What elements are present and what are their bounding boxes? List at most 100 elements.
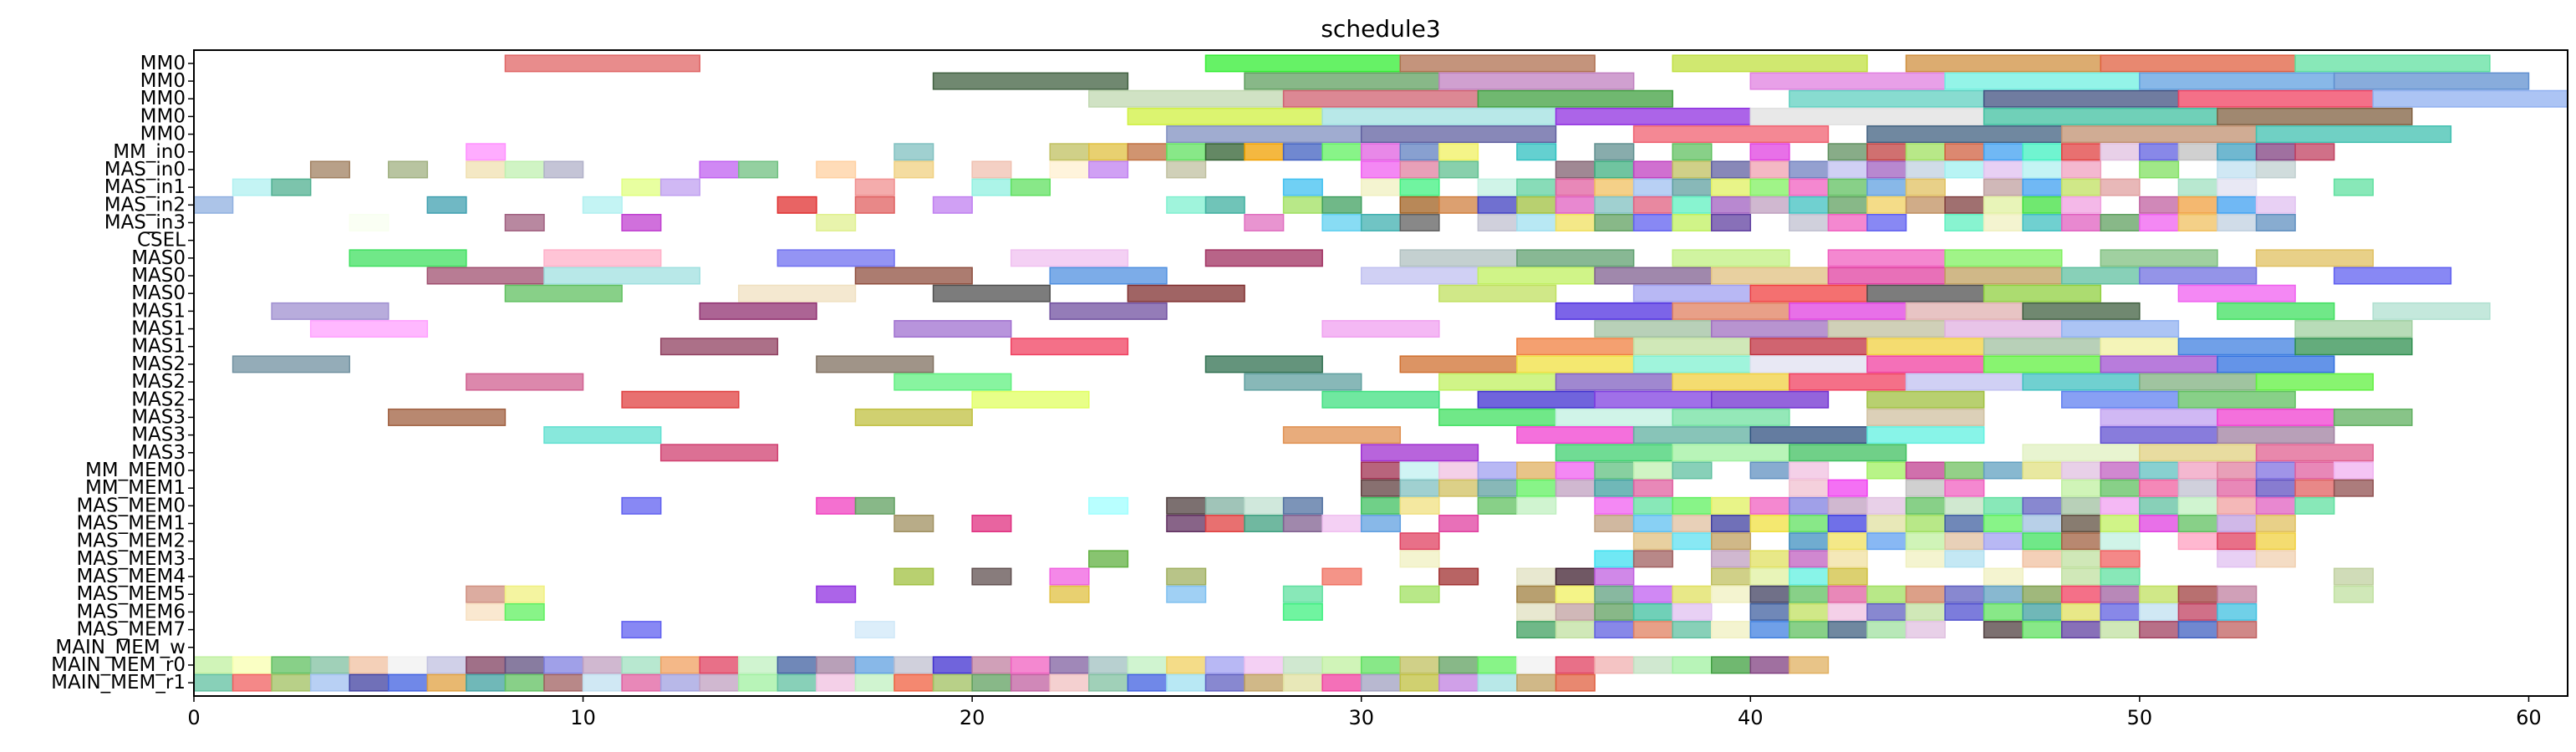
task-bar <box>2333 178 2374 196</box>
task-bar <box>1632 160 1673 179</box>
task-bar <box>1632 426 1752 445</box>
task-bar <box>2100 532 2141 551</box>
task-bar <box>1866 338 1985 356</box>
task-bar <box>426 196 467 214</box>
task-bar <box>1749 355 1868 373</box>
task-bar <box>854 621 895 639</box>
task-bar <box>2255 249 2374 267</box>
task-bar <box>2217 143 2258 161</box>
task-bar <box>1399 673 1440 692</box>
task-bar <box>466 602 507 621</box>
task-bar <box>1360 479 1402 497</box>
task-bar <box>2217 178 2258 196</box>
task-bar <box>2100 585 2141 603</box>
task-bar <box>816 496 857 515</box>
task-bar <box>1166 160 1207 179</box>
task-bar <box>1749 567 1790 586</box>
task-bar <box>1088 89 1285 108</box>
task-bar <box>2177 515 2218 533</box>
task-bar <box>1127 656 1168 674</box>
task-bar <box>2022 213 2063 231</box>
task-bar <box>2061 496 2102 515</box>
task-bar <box>1282 196 1323 214</box>
task-bar <box>1710 532 1752 551</box>
task-bar <box>1632 550 1673 568</box>
task-bar <box>2139 496 2180 515</box>
task-bar <box>893 567 934 586</box>
task-bar <box>1282 426 1402 445</box>
task-bar <box>1866 160 1907 179</box>
task-bar <box>1555 621 1596 639</box>
task-bar <box>1555 107 1752 125</box>
task-bar <box>2061 267 2141 285</box>
task-bar <box>1983 178 2024 196</box>
task-bar <box>1360 125 1557 144</box>
task-bar <box>1516 178 1557 196</box>
task-bar <box>2255 213 2296 231</box>
task-bar <box>1555 656 1596 674</box>
task-bar <box>1088 656 1129 674</box>
task-bar <box>582 656 623 674</box>
task-bar <box>1321 107 1557 125</box>
y-tick-label: MAS_in2 <box>104 194 186 216</box>
y-tick-label: MAS1 <box>131 318 186 340</box>
task-bar <box>971 673 1012 692</box>
y-tick-label: MM0 <box>140 53 186 74</box>
task-bar <box>1710 621 1752 639</box>
task-bar <box>1749 426 1868 445</box>
y-tick-label: MAIN_MEM_r1 <box>51 672 186 694</box>
task-bar <box>1477 213 1518 231</box>
task-bar <box>1516 656 1557 674</box>
task-bar <box>1632 213 1673 231</box>
task-bar <box>2061 143 2102 161</box>
task-bar <box>1516 567 1557 586</box>
task-bar <box>1944 213 1985 231</box>
task-bar <box>1321 656 1362 674</box>
y-tick-label: MAS1 <box>131 336 186 358</box>
task-bar <box>816 585 857 603</box>
task-bar <box>2177 143 2218 161</box>
task-bar <box>1827 532 1868 551</box>
task-bar <box>1672 461 1713 480</box>
task-bar <box>1399 249 1518 267</box>
task-bar <box>1672 302 1790 320</box>
task-bar <box>2022 444 2141 462</box>
task-bar <box>504 284 623 302</box>
task-bar <box>2255 373 2374 391</box>
task-bar <box>1944 72 2141 90</box>
task-bar <box>2217 426 2335 445</box>
task-bar <box>2294 479 2335 497</box>
task-bar <box>1166 496 1207 515</box>
task-bar <box>2061 550 2102 568</box>
task-bar <box>1983 461 2024 480</box>
task-bar <box>271 178 312 196</box>
task-bar <box>1789 160 1830 179</box>
task-bar <box>1594 479 1635 497</box>
task-bar <box>2255 550 2296 568</box>
task-bar <box>2255 479 2296 497</box>
task-bar <box>2061 461 2102 480</box>
task-bar <box>738 160 779 179</box>
task-bar <box>699 302 817 320</box>
task-bar <box>1749 284 1868 302</box>
task-bar <box>1749 107 1985 125</box>
task-bar <box>2217 496 2258 515</box>
task-bar <box>1710 267 1830 285</box>
task-bar <box>1749 496 1790 515</box>
task-bar <box>1827 320 1946 338</box>
task-bar <box>816 673 857 692</box>
task-bar <box>1166 673 1207 692</box>
task-bar <box>1399 196 1440 214</box>
task-bar <box>932 656 973 674</box>
task-bar <box>1282 673 1323 692</box>
task-bar <box>854 408 973 426</box>
task-bar <box>1321 320 1440 338</box>
task-bar <box>1088 160 1129 179</box>
task-bar <box>816 160 857 179</box>
y-tick-label: MM0 <box>140 124 186 145</box>
task-bar <box>1672 496 1713 515</box>
task-bar <box>2333 72 2530 90</box>
task-bar <box>1789 373 1907 391</box>
task-bar <box>1555 567 1596 586</box>
task-bar <box>1555 408 1673 426</box>
